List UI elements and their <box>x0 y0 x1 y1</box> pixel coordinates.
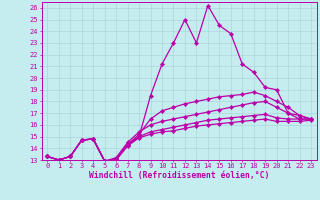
X-axis label: Windchill (Refroidissement éolien,°C): Windchill (Refroidissement éolien,°C) <box>89 171 269 180</box>
